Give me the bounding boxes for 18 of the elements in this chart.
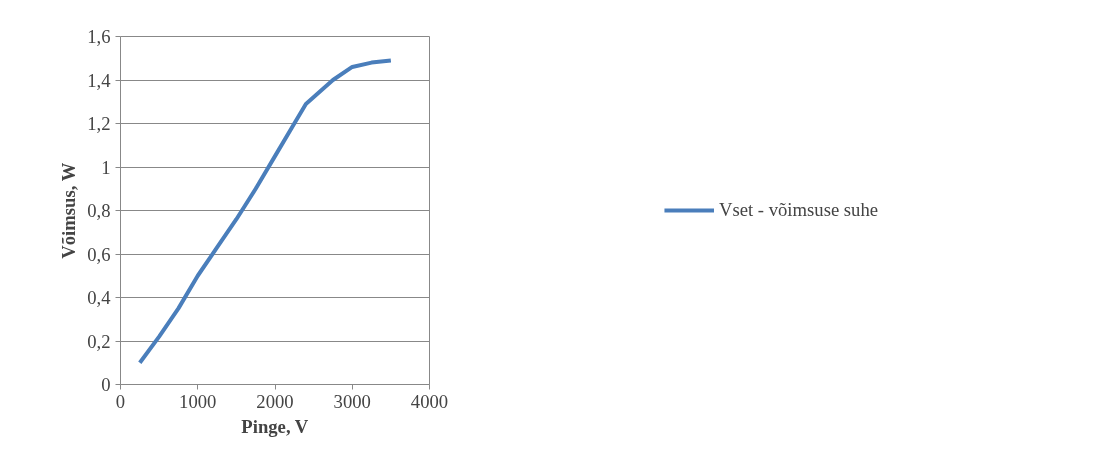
line-series xyxy=(137,58,393,365)
legend-label: Vset - võimsuse suhe xyxy=(718,199,879,221)
y-tick-label: 1,4 xyxy=(87,69,112,91)
x-tick-label: 0 xyxy=(115,390,126,412)
x-tick-label: 1000 xyxy=(179,390,217,412)
y-tick-label: 1,6 xyxy=(87,26,111,47)
y-tick-label: 0 xyxy=(101,374,111,395)
y-tick-label: 0,2 xyxy=(87,330,111,352)
x-tick-label: 2000 xyxy=(256,390,294,412)
y-tick-label: 0,4 xyxy=(87,287,112,308)
x-axis-title: Pinge, V xyxy=(241,415,309,437)
x-tick-label: 3000 xyxy=(333,390,371,412)
y-tick-label: 1 xyxy=(101,156,111,178)
y-tick-label: 1,2 xyxy=(87,113,111,134)
y-tick-label: 0,8 xyxy=(87,200,111,221)
y-tick-label: 0,6 xyxy=(87,243,111,265)
x-tick-label: 4000 xyxy=(410,390,449,412)
y-axis-title: Võimsus, W xyxy=(58,162,80,259)
